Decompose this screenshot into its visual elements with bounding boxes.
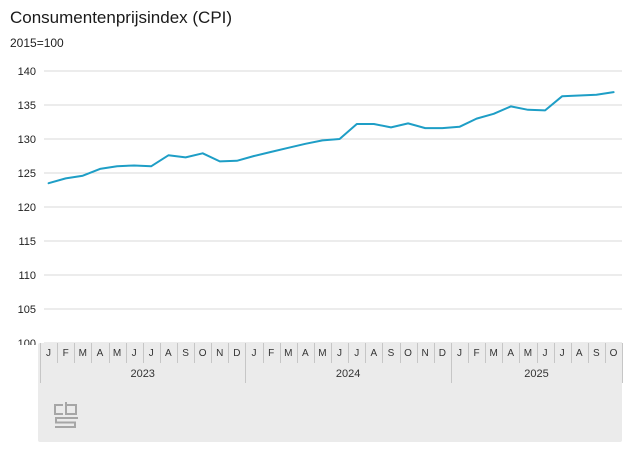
x-axis-minor-tick [296,343,298,363]
x-axis-minor-tick [365,343,367,363]
month-label: M [284,348,293,359]
month-label: M [523,348,533,359]
month-label: A [507,348,515,359]
x-axis-minor-tick [570,343,572,363]
month-label: O [404,348,412,359]
month-label: F [268,348,275,359]
year-label: 2025 [524,368,549,380]
month-label: F [62,348,69,359]
month-label: J [354,348,360,359]
month-label: A [575,348,583,359]
month-label: M [112,348,122,359]
x-axis-minor-tick [416,343,418,363]
month-label: J [148,348,154,359]
month-label: N [421,348,429,359]
x-axis-major-tick [622,343,624,383]
x-axis-minor-tick [194,343,196,363]
x-axis-minor-tick [211,343,213,363]
month-label: D [438,348,446,359]
x-axis-minor-tick [125,343,127,363]
x-axis-minor-tick [502,343,504,363]
month-label: M [78,348,87,359]
y-tick-label: 140 [18,66,36,78]
month-label: A [302,348,309,359]
month-label: J [456,348,462,359]
cbs-logo-icon [54,402,78,428]
chart-plot-area[interactable]: 140 135 130 125 120 115 110 105 100 [0,0,627,345]
x-axis-minor-tick [108,343,110,363]
x-axis-minor-tick [399,343,401,363]
month-label: F [473,348,480,359]
x-axis-minor-tick [553,343,555,363]
month-label: D [233,348,241,359]
month-label: N [216,348,224,359]
month-label: M [489,348,498,359]
y-tick-label: 110 [18,270,36,282]
x-axis-minor-tick [262,343,264,363]
month-label: J [542,348,548,359]
x-axis-minor-tick [228,343,230,363]
x-axis-minor-tick [91,343,93,363]
x-axis-minor-tick [279,343,281,363]
y-tick-label: 125 [18,168,36,180]
y-tick-label: 100 [18,338,36,345]
x-axis-minor-tick [74,343,76,363]
y-tick-label: 130 [18,134,36,146]
month-label: A [370,348,378,359]
month-label: M [318,348,327,359]
x-axis-minor-tick [485,343,487,363]
month-label: S [593,348,600,359]
year-label: 2024 [335,368,361,380]
chart-title: Consumentenprijsindex (CPI) [10,8,233,27]
x-axis-minor-tick [519,343,521,363]
x-axis-minor-tick [382,343,384,363]
x-axis-minor-tick [331,343,332,363]
x-axis-major-tick [245,343,247,383]
y-tick-label: 115 [18,236,36,248]
month-label: J [559,348,565,359]
x-axis-minor-tick [433,343,435,363]
month-label: S [182,348,189,359]
month-label: S [387,348,395,359]
x-axis-minor-tick [57,343,59,363]
month-label: J [251,348,257,359]
x-axis-minor-tick [142,343,144,363]
month-label: O [198,348,207,359]
month-label: A [165,348,172,359]
x-axis-minor-tick [536,343,538,363]
x-axis-major-tick [40,343,41,383]
x-axis-minor-tick [177,343,178,363]
month-label: J [131,348,137,359]
x-axis-minor-tick [159,343,161,363]
x-axis-minor-tick [468,343,469,363]
x-axis-major-tick [450,343,452,383]
y-tick-label: 120 [18,202,36,214]
x-axis-minor-tick [605,343,606,363]
chart-subtitle: 2015=100 [10,36,64,50]
x-axis-minor-tick [587,343,589,363]
year-label: 2023 [130,368,155,380]
x-axis-minor-tick [348,343,350,363]
cpi-line-series[interactable] [47,91,615,185]
month-label: A [96,348,104,359]
y-tick-label: 105 [18,304,36,316]
month-label: J [337,348,343,359]
month-label: J [46,348,52,359]
month-label: O [609,348,618,359]
y-tick-label: 135 [18,100,36,112]
x-axis-minor-tick [313,343,315,363]
